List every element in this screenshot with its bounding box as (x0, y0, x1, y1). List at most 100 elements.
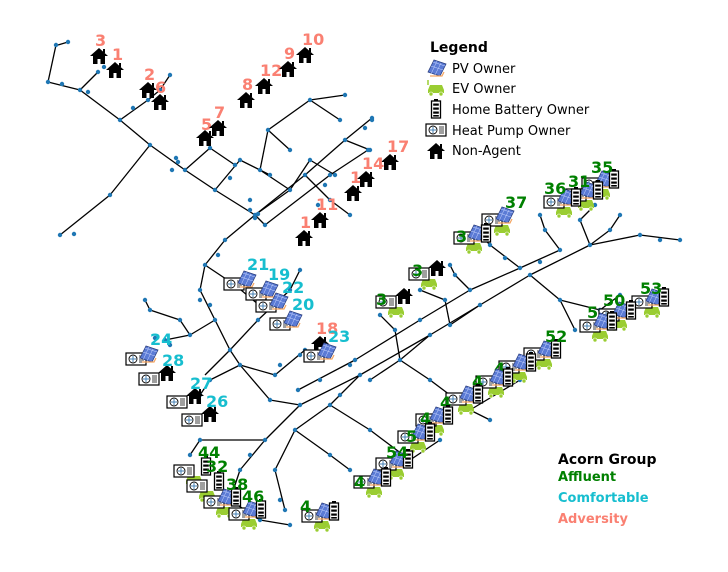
acorn-group-legend: Acorn Group Affluent Comfortable Adversi… (558, 452, 657, 527)
network-node (147, 307, 153, 313)
network-node (332, 172, 338, 178)
cable-segment (179, 319, 191, 336)
network-node (272, 372, 278, 378)
household-12: 12 (255, 61, 282, 94)
household-11: 11 (311, 195, 338, 228)
network-node (417, 287, 423, 293)
cable-segment (444, 299, 451, 326)
household-label: 27 (190, 374, 212, 393)
cable-segment (544, 229, 561, 251)
household-28: 28 (138, 351, 184, 386)
legend-title: Legend (430, 40, 488, 56)
network-node (427, 377, 433, 383)
household-label: 5 (406, 427, 417, 446)
household-label: 1 (350, 168, 361, 187)
household-label: 24 (150, 330, 172, 349)
network-node (222, 237, 228, 243)
cable-segment (309, 94, 346, 101)
network-node (307, 157, 313, 163)
cable-segment (519, 249, 561, 269)
household-4: 4 (472, 366, 514, 399)
network-node (442, 297, 448, 303)
cable-segment (209, 364, 241, 381)
household-label: 3 (376, 290, 387, 309)
cable-segment (344, 139, 371, 151)
network-node (162, 337, 168, 343)
heat-pump-icon (138, 372, 160, 386)
network-node (53, 42, 59, 48)
household-3: 3 (453, 222, 492, 255)
house-icon (427, 143, 445, 159)
network-nodes (45, 39, 683, 528)
household-32: 32 (186, 457, 228, 503)
network-node (255, 317, 261, 323)
household-label: 4 (300, 497, 311, 516)
household-10: 10 (296, 30, 324, 63)
network-node (101, 64, 107, 70)
cable-segment (259, 129, 269, 171)
cable-segment (164, 334, 191, 341)
household-label: 31 (568, 172, 590, 191)
cable-segment (419, 289, 446, 301)
battery-icon (424, 421, 436, 442)
network-node (617, 292, 623, 298)
battery-icon (625, 299, 637, 320)
network-node (232, 162, 238, 168)
cable-segment (184, 147, 211, 171)
household-2: 2 (144, 65, 169, 110)
network-node (487, 242, 493, 248)
household-label: 20 (292, 295, 314, 314)
battery-icon (472, 383, 484, 404)
battery-icon (525, 351, 537, 372)
cable-segment (264, 404, 301, 441)
household-26: 26 (181, 392, 228, 427)
cable-segment (199, 264, 206, 291)
network-node (157, 87, 163, 93)
cable-segment (419, 289, 471, 321)
cable-segment (267, 99, 311, 131)
network-node (537, 259, 543, 265)
household-14: 14 (357, 154, 384, 187)
network-node (347, 362, 353, 368)
network-node (145, 97, 151, 103)
network-node (297, 352, 303, 358)
household-label: 12 (260, 61, 282, 80)
cable-segment (209, 147, 236, 166)
house-icon (311, 212, 329, 228)
network-node (197, 437, 203, 443)
cable-segment (274, 469, 286, 511)
cable-segment (204, 239, 226, 266)
network-node (607, 227, 613, 233)
household-7: 7 (209, 103, 227, 136)
heat-pump-icon (166, 395, 188, 409)
household-35: 35 (581, 158, 620, 201)
network-node (452, 272, 458, 278)
cable-segment (369, 359, 401, 381)
house-icon (295, 230, 313, 246)
battery-icon (480, 222, 492, 243)
cable-segment (299, 374, 361, 406)
house-icon (106, 62, 124, 78)
battery-icon (606, 310, 618, 331)
household-label: 36 (544, 179, 566, 198)
network-node (177, 317, 183, 323)
household-3: 3 (375, 288, 413, 319)
network-node (467, 287, 473, 293)
network-node (277, 497, 283, 503)
network-node (357, 372, 363, 378)
network-node (197, 287, 203, 293)
cable-segment (229, 319, 259, 351)
household-4: 4 (353, 466, 392, 499)
household-label: 50 (603, 291, 625, 310)
acorn-adversity-label: Adversity (558, 512, 628, 527)
network-node (237, 362, 243, 368)
network-node (302, 172, 308, 178)
acorn-affluent-label: Affluent (558, 470, 616, 485)
network-node (537, 212, 543, 218)
network-node (212, 187, 218, 193)
household-label: 19 (268, 265, 290, 284)
network-node (247, 452, 253, 458)
legend-battery-label: Home Battery Owner (452, 103, 590, 118)
network-node (367, 377, 373, 383)
household-4: 4 (494, 351, 537, 384)
